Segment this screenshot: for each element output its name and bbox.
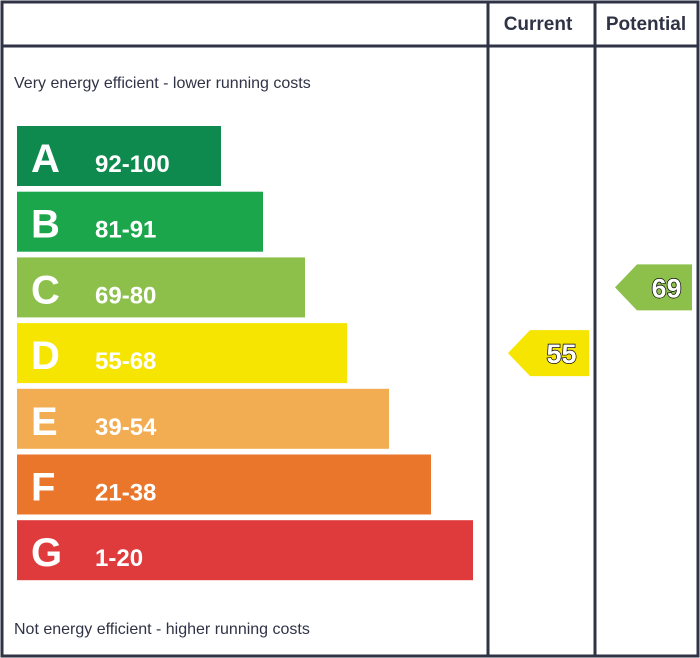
band-c-bar [17,257,305,318]
top-efficiency-note: Very energy efficient - lower running co… [14,75,311,92]
potential-rating-shape [615,264,692,311]
rating-bands: A 92-100 B 81-91 C 69-80 D 55-68 E 39-54 F 21-38 G 1-… [17,126,473,581]
band-g-letter: G [31,531,62,575]
current-column-header: Current [504,14,573,35]
band-e-letter: E [31,400,58,444]
band-b-letter: B [31,203,60,247]
band-b-bar [17,191,263,252]
band-f-range: 21-38 [95,480,156,507]
band-f-letter: F [31,466,55,510]
band-d-range: 55-68 [95,348,156,375]
band-b-range: 81-91 [95,217,156,244]
current-rating-arrow: 55 [508,330,589,377]
band-c-range: 69-80 [95,282,156,309]
band-e-range: 39-54 [95,414,157,441]
bottom-efficiency-note: Not energy efficient - higher running co… [14,621,310,638]
band-e-bar [17,388,389,449]
band-g-range: 1-20 [95,545,143,572]
potential-rating-value: 69 [651,273,681,303]
current-rating-shape [508,330,589,377]
potential-rating-arrow: 69 [615,264,692,311]
band-f-bar [17,454,431,515]
band-d-letter: D [31,334,60,378]
potential-column-header: Potential [606,14,686,35]
current-rating-value: 55 [546,339,576,369]
band-a-range: 92-100 [95,151,170,178]
band-g-bar [17,520,473,581]
band-c-letter: C [31,268,60,312]
band-a-bar [17,126,221,186]
band-d-bar [17,323,347,384]
band-a-letter: A [31,137,60,181]
